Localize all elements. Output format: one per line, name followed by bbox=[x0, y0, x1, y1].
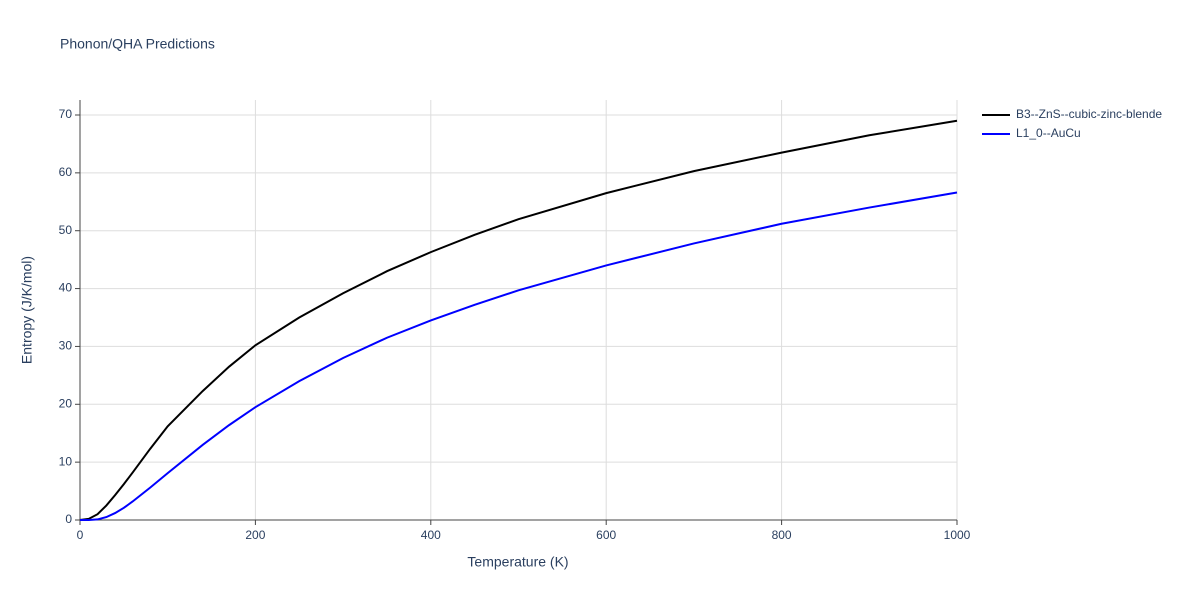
y-tick-label: 50 bbox=[59, 223, 73, 237]
line bbox=[80, 191, 958, 521]
line bbox=[79, 119, 958, 521]
y-tick-label: 10 bbox=[59, 454, 73, 468]
x-axis-title: Temperature (K) bbox=[467, 554, 568, 570]
y-tick-label: 40 bbox=[59, 281, 73, 295]
x-tick-label: 800 bbox=[772, 528, 792, 542]
legend-label: L1_0--AuCu bbox=[1016, 126, 1081, 140]
x-tick-label: 400 bbox=[421, 528, 441, 542]
legend-label: B3--ZnS--cubic-zinc-blende bbox=[1016, 107, 1162, 121]
x-tick-label: 600 bbox=[596, 528, 616, 542]
chart-title: Phonon/QHA Predictions bbox=[60, 36, 215, 52]
x-tick-label: 1000 bbox=[944, 528, 971, 542]
y-tick-label: 0 bbox=[65, 512, 72, 526]
y-axis-title: Entropy (J/K/mol) bbox=[19, 256, 35, 364]
y-tick-label: 20 bbox=[59, 396, 73, 410]
y-tick-label: 60 bbox=[59, 165, 73, 179]
y-tick-label: 70 bbox=[59, 107, 73, 121]
y-tick-label: 30 bbox=[59, 339, 73, 353]
x-tick-label: 200 bbox=[245, 528, 265, 542]
x-tick-label: 0 bbox=[77, 528, 84, 542]
